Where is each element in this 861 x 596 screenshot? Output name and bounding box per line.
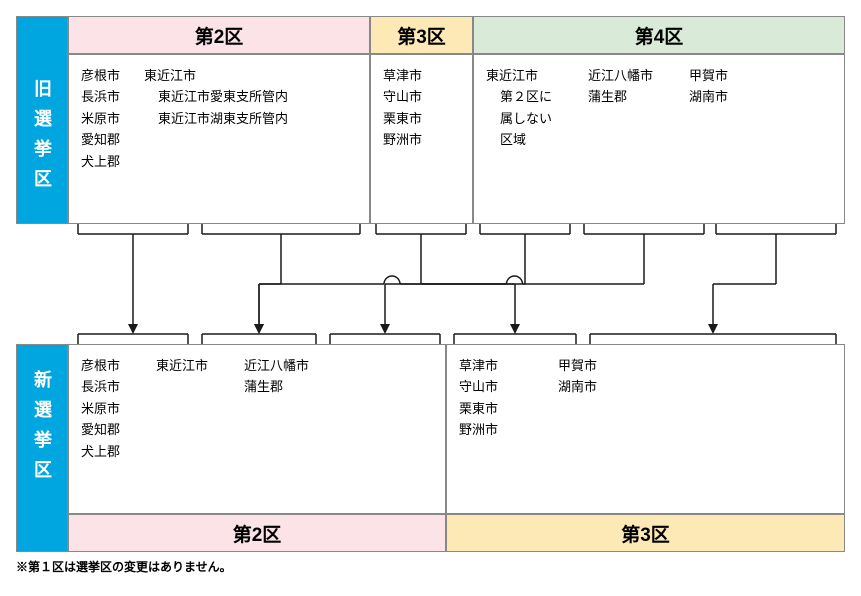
old-d4-col2: 近江八幡市蒲生郡 <box>588 65 653 209</box>
old-header-d2: 第2区 <box>68 16 370 54</box>
new-body-row: 新選挙区 彦根市長浜市米原市愛知郡犬上郡 東近江市 近江八幡市蒲生郡 草津市守山… <box>16 344 845 514</box>
old-body-d4: 東近江市 第２区に属しない区域 近江八幡市蒲生郡 甲賀市湖南市 <box>473 54 845 224</box>
list-item: 犬上郡 <box>81 441 120 462</box>
old-d4-col3: 甲賀市湖南市 <box>689 65 728 209</box>
list-item: 野洲市 <box>459 419 498 440</box>
list-item: 東近江市 <box>156 355 208 376</box>
list-item: 第２区に <box>500 86 552 107</box>
new-d2-col1: 彦根市長浜市米原市愛知郡犬上郡 <box>81 355 120 499</box>
list-item: 湖南市 <box>689 86 728 107</box>
list-item: 近江八幡市 <box>588 65 653 86</box>
old-d4-c1-sub: 第２区に属しない区域 <box>486 86 552 150</box>
list-item: 甲賀市 <box>689 65 728 86</box>
new-footer-d3: 第3区 <box>446 514 845 552</box>
new-d3-col1: 草津市守山市栗東市野洲市 <box>459 355 498 499</box>
side-spacer-bot <box>16 514 68 552</box>
list-item: 長浜市 <box>81 376 120 397</box>
list-item: 犬上郡 <box>81 151 120 172</box>
old-d4-c1-head: 東近江市 <box>486 65 552 86</box>
new-footer-d2: 第2区 <box>68 514 446 552</box>
new-side-label: 新選挙区 <box>16 344 68 514</box>
old-header-row: 第2区 第3区 第4区 <box>16 16 845 54</box>
list-item: 湖南市 <box>558 376 597 397</box>
list-item: 草津市 <box>459 355 498 376</box>
list-item: 東近江市愛東支所管内 <box>158 86 288 107</box>
arrows-area <box>16 224 845 344</box>
list-item: 愛知郡 <box>81 129 120 150</box>
old-d2-c2-head: 東近江市 <box>144 65 288 86</box>
new-body-d3: 草津市守山市栗東市野洲市 甲賀市湖南市 <box>446 344 845 514</box>
list-item: 守山市 <box>383 86 422 107</box>
list-item: 東近江市湖東支所管内 <box>158 108 288 129</box>
list-item: 蒲生郡 <box>588 86 653 107</box>
new-body-d2: 彦根市長浜市米原市愛知郡犬上郡 東近江市 近江八幡市蒲生郡 <box>68 344 446 514</box>
list-item: 栗東市 <box>459 398 498 419</box>
new-d2-col2: 東近江市 <box>156 355 208 499</box>
list-item: 草津市 <box>383 65 422 86</box>
list-item: 米原市 <box>81 108 120 129</box>
old-side-label: 旧選挙区 <box>16 54 68 224</box>
side-spacer-top <box>16 16 68 54</box>
old-d2-c2-sub: 東近江市愛東支所管内東近江市湖東支所管内 <box>144 86 288 129</box>
new-footer-row: 第2区 第3区 <box>16 514 845 552</box>
list-item: 長浜市 <box>81 86 120 107</box>
list-item: 愛知郡 <box>81 419 120 440</box>
old-header-d3: 第3区 <box>370 16 473 54</box>
old-d2-col1: 彦根市長浜市米原市愛知郡犬上郡 <box>81 65 120 209</box>
list-item: 彦根市 <box>81 65 120 86</box>
old-body-d2: 彦根市長浜市米原市愛知郡犬上郡 東近江市 東近江市愛東支所管内東近江市湖東支所管… <box>68 54 370 224</box>
list-item: 近江八幡市 <box>244 355 309 376</box>
list-item: 守山市 <box>459 376 498 397</box>
list-item: 甲賀市 <box>558 355 597 376</box>
diagram-root: 第2区 第3区 第4区 旧選挙区 彦根市長浜市米原市愛知郡犬上郡 東近江市 東近… <box>16 16 845 552</box>
old-body-d3: 草津市守山市栗東市野洲市 <box>370 54 473 224</box>
list-item: 彦根市 <box>81 355 120 376</box>
list-item: 野洲市 <box>383 129 422 150</box>
footnote: ※第１区は選挙区の変更はありません。 <box>16 558 845 575</box>
list-item: 蒲生郡 <box>244 376 309 397</box>
list-item: 栗東市 <box>383 108 422 129</box>
old-d4-col1: 東近江市 第２区に属しない区域 <box>486 65 552 209</box>
list-item: 区域 <box>500 129 552 150</box>
old-d3-col1: 草津市守山市栗東市野洲市 <box>383 65 422 209</box>
old-body-row: 旧選挙区 彦根市長浜市米原市愛知郡犬上郡 東近江市 東近江市愛東支所管内東近江市… <box>16 54 845 224</box>
list-item: 属しない <box>500 108 552 129</box>
list-item: 米原市 <box>81 398 120 419</box>
old-header-d4: 第4区 <box>473 16 845 54</box>
new-d2-col3: 近江八幡市蒲生郡 <box>244 355 309 499</box>
new-d3-col2: 甲賀市湖南市 <box>558 355 597 499</box>
old-d2-col2: 東近江市 東近江市愛東支所管内東近江市湖東支所管内 <box>144 65 288 209</box>
arrows-svg <box>16 224 845 344</box>
